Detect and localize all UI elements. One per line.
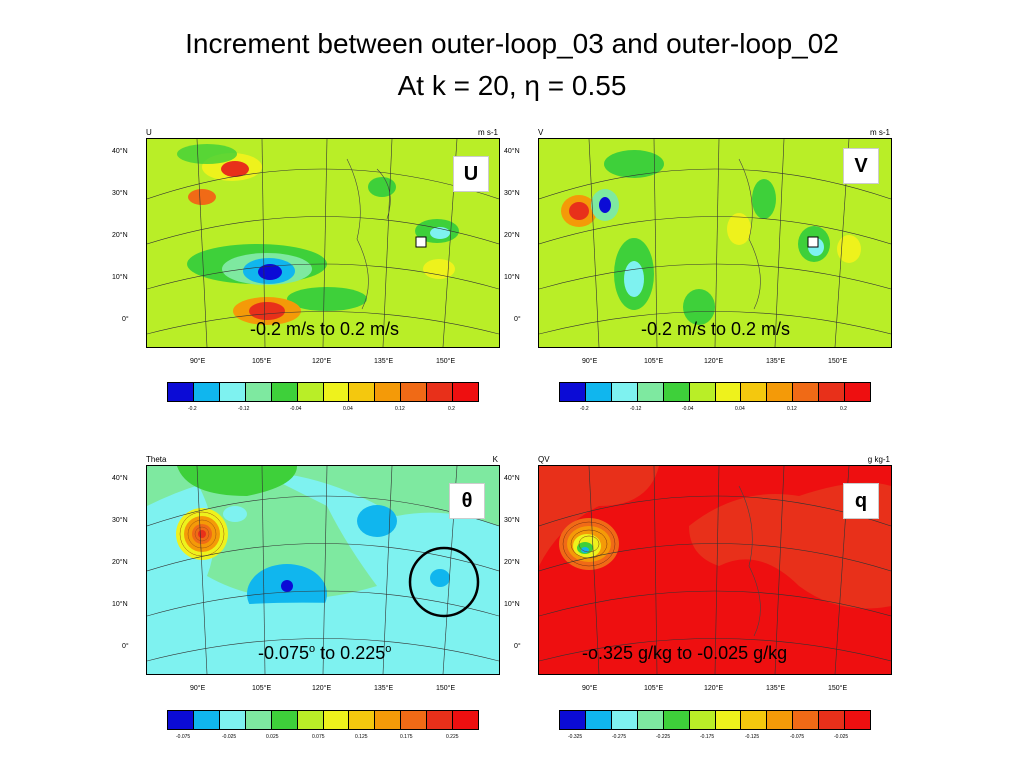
- colorbar-label: -0.12: [238, 406, 250, 412]
- colorbar-u: [167, 382, 479, 402]
- units-label: K: [492, 455, 498, 464]
- lon-label: 135°E: [766, 358, 786, 365]
- units-label: g kg-1: [867, 455, 890, 464]
- colorbar-label: -0.025: [834, 734, 849, 740]
- lat-label: 20°N: [504, 232, 520, 239]
- colorbar-label: -0.04: [682, 406, 694, 412]
- range-u: -0.2 m/s to 0.2 m/s: [250, 319, 400, 339]
- lat-label: 0°: [514, 643, 521, 650]
- lat-label: 0°: [122, 316, 129, 323]
- lon-label: 90°E: [582, 358, 598, 365]
- lat-label: 30°N: [504, 190, 520, 197]
- colorbar-label: 0.04: [735, 406, 745, 412]
- map-theta: [146, 465, 500, 675]
- lat-label: 10°N: [504, 274, 520, 281]
- lat-label: 40°N: [504, 148, 520, 155]
- colorbar-label: 0.04: [343, 406, 353, 412]
- lat-label: 10°N: [112, 601, 128, 608]
- colorbar-label: -0.075: [176, 734, 191, 740]
- panel-u: U m s-1: [112, 128, 502, 408]
- colorbar-label: -0.025: [222, 734, 237, 740]
- var-label: V: [538, 128, 544, 137]
- var-label: Theta: [146, 455, 167, 464]
- title-line1: Increment between outer-loop_03 and oute…: [185, 28, 839, 59]
- lat-label: 20°N: [112, 559, 128, 566]
- colorbar-label: -0.04: [290, 406, 302, 412]
- lat-label: 40°N: [112, 475, 128, 482]
- var-label: QV: [538, 455, 550, 464]
- title-line2: At k = 20, η = 0.55: [397, 70, 627, 101]
- colorbar-label: -0.175: [700, 734, 715, 740]
- lat-label: 0°: [122, 643, 129, 650]
- colorbar-label: -0.275: [612, 734, 627, 740]
- lon-label: 150°E: [436, 685, 456, 692]
- colorbar-label: 0.225: [446, 734, 459, 740]
- panel-theta: Theta K 40°N 3: [112, 455, 502, 735]
- lat-label: 20°N: [504, 559, 520, 566]
- colorbar-label: 0.12: [787, 406, 797, 412]
- colorbar-label: -0.12: [630, 406, 642, 412]
- range-theta: -0.075o to 0.225o: [258, 643, 392, 663]
- panel-qv: QV g kg-1 40°N 30°N 20°N 10°N 0° 90°E 10…: [504, 455, 894, 735]
- colorbar-label: -0.2: [188, 406, 197, 412]
- badge-theta: θ: [449, 483, 485, 519]
- badge-v: V: [843, 148, 879, 184]
- colorbar-label: 0.175: [400, 734, 413, 740]
- lat-label: 10°N: [504, 601, 520, 608]
- colorbar-label: 0.2: [448, 406, 455, 412]
- lat-label: 30°N: [112, 190, 128, 197]
- lon-label: 105°E: [644, 358, 664, 365]
- colorbar-label: -0.225: [656, 734, 671, 740]
- lat-label: 40°N: [504, 475, 520, 482]
- lon-label: 120°E: [704, 685, 724, 692]
- lon-label: 120°E: [704, 358, 724, 365]
- lat-label: 0°: [514, 316, 521, 323]
- colorbar-label: 0.2: [840, 406, 847, 412]
- colorbar-label: -0.125: [745, 734, 760, 740]
- lon-label: 90°E: [190, 358, 206, 365]
- colorbar-qv: [559, 710, 871, 730]
- lon-label: 120°E: [312, 685, 332, 692]
- range-v: -0.2 m/s to 0.2 m/s: [641, 319, 791, 339]
- colorbar-theta: [167, 710, 479, 730]
- map-qv: [538, 465, 892, 675]
- lon-label: 105°E: [644, 685, 664, 692]
- lat-label: 30°N: [504, 517, 520, 524]
- lat-label: 30°N: [112, 517, 128, 524]
- lon-label: 150°E: [436, 358, 456, 365]
- lon-label: 120°E: [312, 358, 332, 365]
- map-v: [538, 138, 892, 348]
- lon-label: 105°E: [252, 358, 272, 365]
- lon-label: 105°E: [252, 685, 272, 692]
- colorbar-label: 0.025: [266, 734, 279, 740]
- badge-qv: q: [843, 483, 879, 519]
- lon-label: 150°E: [828, 685, 848, 692]
- range-qv: -o.325 g/kg to -0.025 g/kg: [582, 643, 788, 663]
- lat-label: 10°N: [112, 274, 128, 281]
- lon-label: 90°E: [190, 685, 206, 692]
- panel-v: V m s-1 40°N: [504, 128, 894, 408]
- units-label: m s-1: [870, 128, 890, 137]
- colorbar-label: 0.12: [395, 406, 405, 412]
- colorbar-label: 0.125: [355, 734, 368, 740]
- lon-label: 135°E: [374, 358, 394, 365]
- var-label: U: [146, 128, 152, 137]
- colorbar-label: -0.325: [568, 734, 583, 740]
- colorbar-label: -0.075: [790, 734, 805, 740]
- colorbar-label: -0.2: [580, 406, 589, 412]
- colorbar-v: [559, 382, 871, 402]
- colorbar-label: 0.075: [312, 734, 325, 740]
- lat-label: 40°N: [112, 148, 128, 155]
- lat-label: 20°N: [112, 232, 128, 239]
- lon-label: 135°E: [374, 685, 394, 692]
- lon-label: 135°E: [766, 685, 786, 692]
- units-label: m s-1: [478, 128, 498, 137]
- lon-label: 150°E: [828, 358, 848, 365]
- map-u: [146, 138, 500, 348]
- lon-label: 90°E: [582, 685, 598, 692]
- badge-u: U: [453, 156, 489, 192]
